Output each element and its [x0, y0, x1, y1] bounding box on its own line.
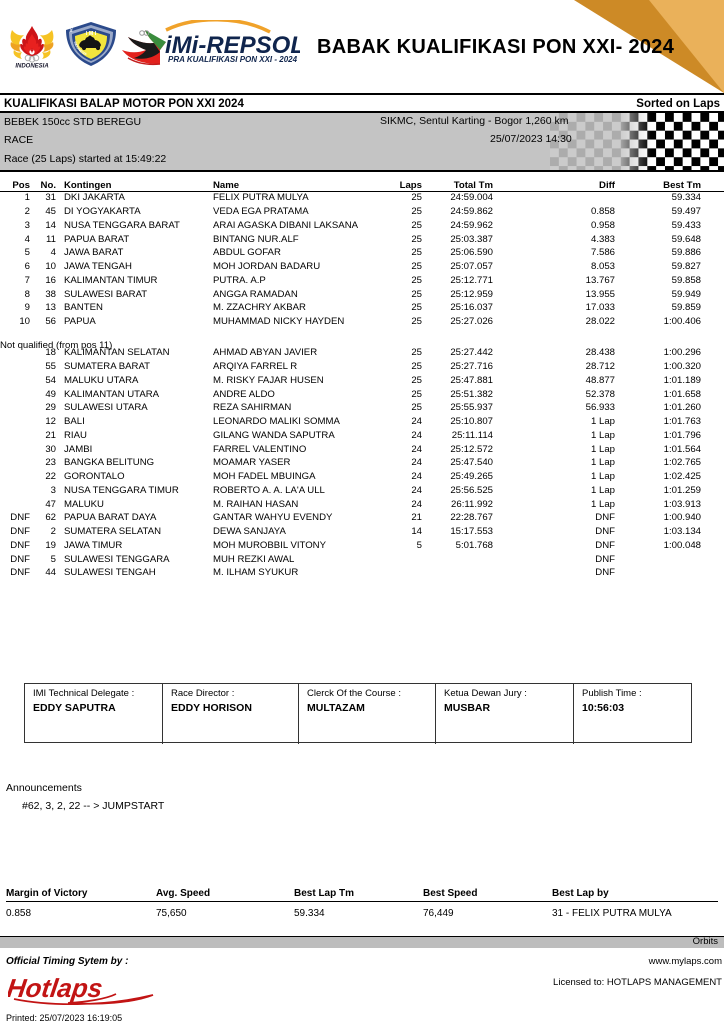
svg-text:I M I: I M I — [86, 31, 97, 37]
svg-text:Hotlaps: Hotlaps — [8, 973, 105, 1003]
svg-text:INDONESIA: INDONESIA — [15, 64, 48, 70]
svg-text:PRA KUALIFIKASI PON XXI - 2024: PRA KUALIFIKASI PON XXI - 2024 — [168, 55, 298, 64]
